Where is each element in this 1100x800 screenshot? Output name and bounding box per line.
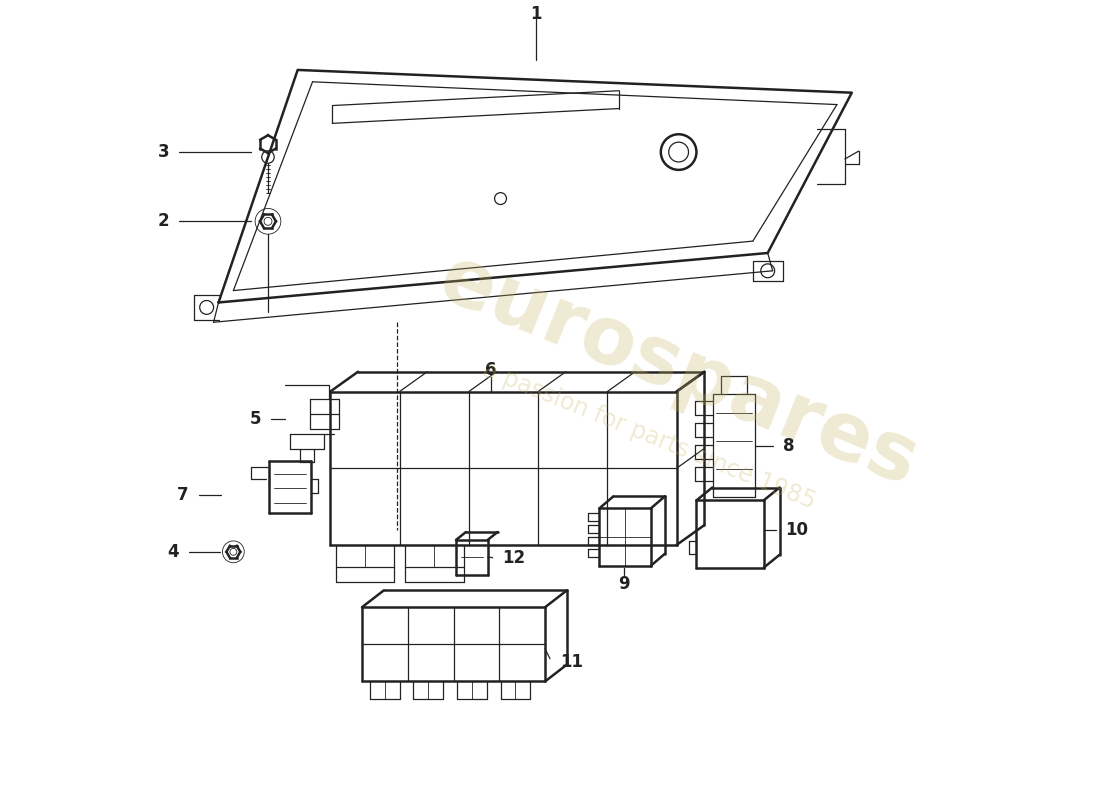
Text: 4: 4 xyxy=(167,543,179,561)
Text: 3: 3 xyxy=(157,143,169,161)
Text: eurospares: eurospares xyxy=(428,240,930,503)
Text: 11: 11 xyxy=(560,653,583,670)
Text: 10: 10 xyxy=(785,521,808,539)
Text: 6: 6 xyxy=(485,361,496,378)
Text: 5: 5 xyxy=(250,410,261,428)
Text: 2: 2 xyxy=(157,212,169,230)
Text: 9: 9 xyxy=(618,575,630,594)
Text: 8: 8 xyxy=(782,437,794,455)
Text: 1: 1 xyxy=(530,5,542,22)
Text: 7: 7 xyxy=(177,486,189,505)
Text: a passion for parts since 1985: a passion for parts since 1985 xyxy=(478,358,820,514)
Text: 12: 12 xyxy=(503,549,526,566)
